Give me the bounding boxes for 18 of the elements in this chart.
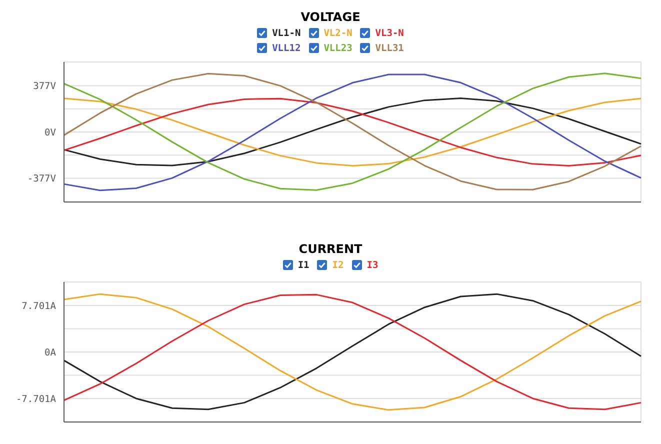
text: I2 — [332, 260, 344, 271]
chart-title: CURRENT — [298, 241, 364, 258]
text: VL3-N — [375, 28, 404, 39]
y-tick-label: 377V — [33, 81, 56, 92]
text: I3 — [366, 260, 378, 271]
text: VLL12 — [272, 42, 301, 54]
chart-title: VOLTAGE — [300, 9, 362, 26]
text: VLL31 — [375, 42, 404, 54]
y-tick-label: 0V — [44, 127, 56, 138]
text: I1 — [298, 260, 310, 271]
y-tick-label: -377V — [27, 174, 56, 185]
y-tick-label: 7.701A — [22, 300, 56, 312]
text: VL2-N — [324, 28, 352, 39]
line-series — [63, 97, 642, 166]
text: VLL23 — [324, 42, 352, 54]
y-tick-label: 0A — [44, 347, 56, 358]
y-tick-label: -7.701A — [16, 394, 56, 405]
text: VL1-N — [272, 28, 301, 39]
